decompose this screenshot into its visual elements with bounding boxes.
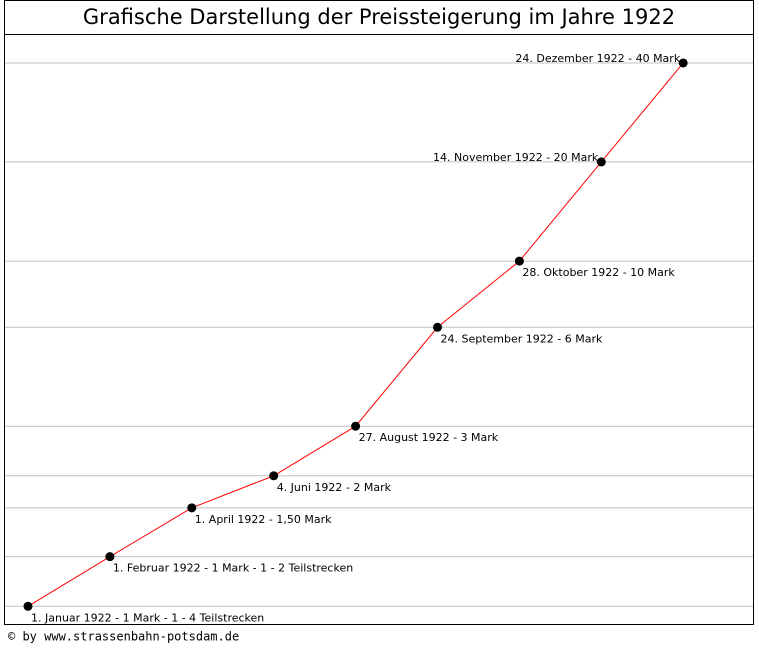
point-label: 24. Dezember 1922 - 40 Mark bbox=[515, 52, 680, 65]
point-label: 1. Januar 1922 - 1 Mark - 1 - 4 Teilstre… bbox=[31, 611, 264, 624]
point bbox=[433, 322, 442, 332]
point-label: 27. August 1922 - 3 Mark bbox=[359, 431, 499, 444]
point bbox=[596, 157, 606, 167]
point bbox=[678, 58, 688, 68]
point-label: 4. Juni 1922 - 2 Mark bbox=[277, 481, 392, 494]
footer: © by www.strassenbahn-potsdam.de bbox=[8, 630, 239, 644]
point-label: 14. November 1922 - 20 Mark bbox=[433, 151, 599, 164]
point bbox=[269, 471, 279, 481]
frame bbox=[4, 0, 754, 625]
point bbox=[351, 421, 361, 431]
point-label: 1. April 1922 - 1,50 Mark bbox=[195, 513, 332, 526]
point bbox=[105, 552, 115, 562]
point-label: 28. Oktober 1922 - 10 Mark bbox=[522, 266, 675, 279]
point bbox=[187, 503, 197, 513]
point-label: 1. Februar 1922 - 1 Mark - 1 - 2 Teilstr… bbox=[113, 562, 353, 575]
chart-title: Grafische Darstellung der Preissteigerun… bbox=[83, 5, 675, 29]
point bbox=[514, 256, 524, 266]
point-label: 24. September 1922 - 6 Mark bbox=[441, 332, 603, 345]
point bbox=[23, 601, 33, 611]
